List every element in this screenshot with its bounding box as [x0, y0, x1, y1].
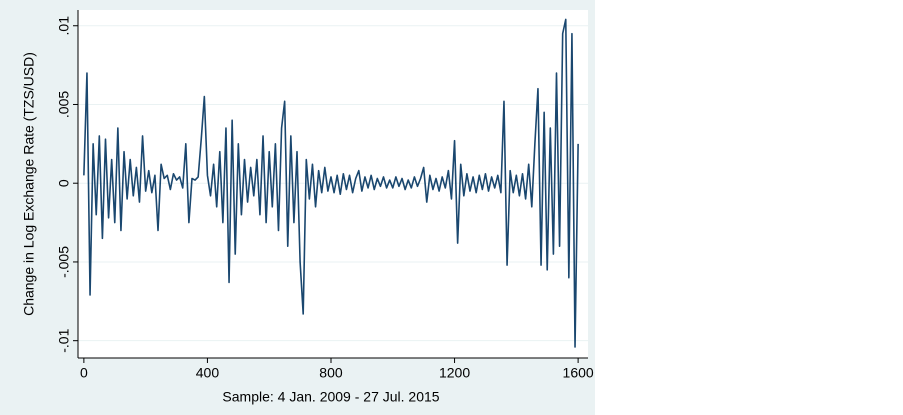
x-tick-label: 400 — [196, 365, 220, 381]
y-axis-label: Change in Log Exchange Rate (TZS/USD) — [21, 52, 37, 316]
y-tick-label: -.01 — [56, 328, 72, 352]
x-tick-label: 0 — [80, 365, 88, 381]
y-tick-label: .005 — [56, 91, 72, 118]
x-axis-label: Sample: 4 Jan. 2009 - 27 Jul. 2015 — [222, 389, 439, 405]
y-tick-label: .01 — [56, 16, 72, 36]
y-tick-label: 0 — [56, 179, 72, 187]
x-tick-label: 800 — [319, 365, 343, 381]
y-tick-label: -.005 — [56, 246, 72, 278]
series-line — [83, 18, 579, 348]
x-tick-label: 1600 — [563, 365, 594, 381]
x-tick-label: 1200 — [439, 365, 470, 381]
